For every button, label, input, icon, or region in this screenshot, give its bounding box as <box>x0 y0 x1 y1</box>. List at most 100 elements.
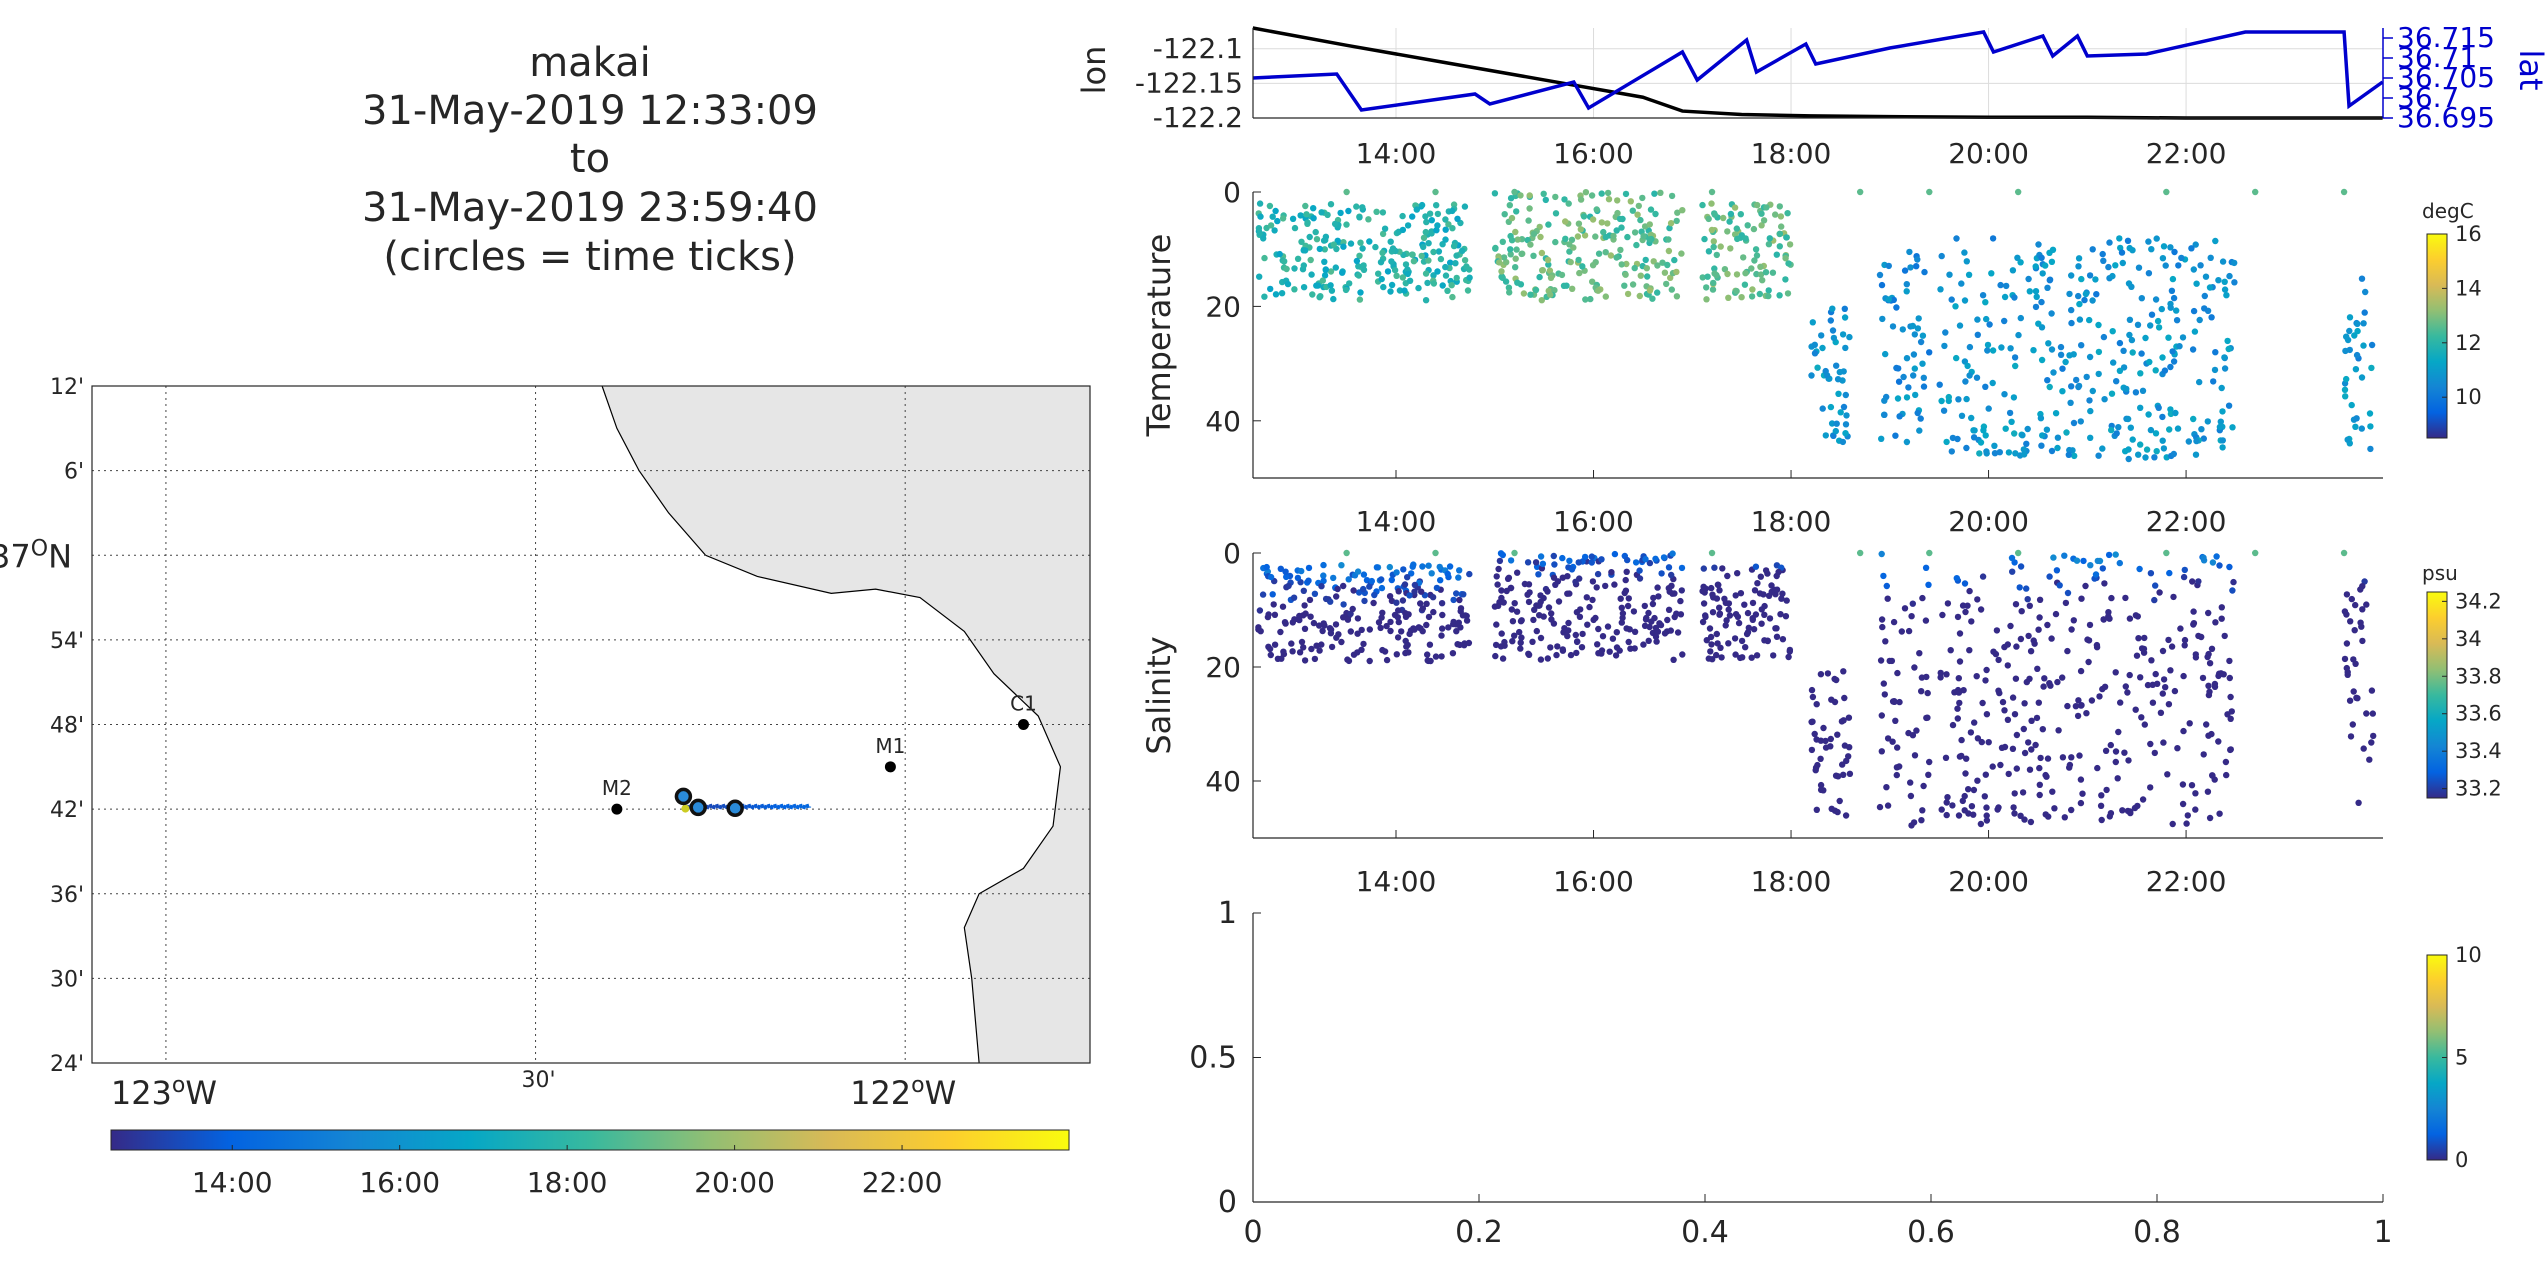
data-point <box>2113 430 2120 437</box>
data-point <box>1594 641 1601 648</box>
data-point <box>1783 597 1790 604</box>
data-point <box>1535 571 1542 578</box>
data-point <box>2081 296 2088 304</box>
data-point <box>2003 282 2010 290</box>
data-point <box>1435 248 1443 255</box>
data-point <box>1518 634 1525 641</box>
data-point <box>1460 591 1467 598</box>
data-point <box>1716 604 1723 611</box>
data-point <box>1678 587 1686 594</box>
colorbar-tick-label: 0 <box>2455 1148 2468 1172</box>
data-point <box>1426 641 1434 648</box>
data-point <box>2218 604 2225 611</box>
data-point <box>2341 655 2349 663</box>
data-point <box>1936 381 1943 388</box>
data-point <box>1846 744 1853 751</box>
data-point <box>1548 610 1555 617</box>
map-frame <box>91 385 1091 1064</box>
data-point <box>2127 424 2134 431</box>
data-point <box>2033 293 2040 300</box>
data-point <box>2046 277 2053 284</box>
data-point <box>1630 608 1638 615</box>
y-tick-label: 0 <box>1218 1185 1237 1220</box>
data-point <box>1973 374 1981 381</box>
data-point <box>1432 549 1439 557</box>
data-point <box>2115 728 2122 736</box>
data-point <box>1778 223 1785 230</box>
data-point <box>1553 651 1560 659</box>
track-segment <box>760 803 765 809</box>
data-point <box>1915 315 1922 322</box>
data-point <box>1748 265 1755 272</box>
data-point <box>1373 208 1380 215</box>
data-point <box>2116 235 2123 242</box>
data-point <box>1566 241 1573 248</box>
track-segment <box>753 803 759 809</box>
data-point <box>1634 211 1641 218</box>
colorbar-title: degC <box>2422 199 2474 223</box>
data-point <box>1889 738 1896 745</box>
data-point <box>1330 574 1337 582</box>
data-point <box>2121 749 2128 756</box>
data-point <box>1813 701 1820 708</box>
data-point <box>1393 599 1400 606</box>
data-point <box>2001 707 2008 714</box>
data-point <box>1920 782 1927 790</box>
data-point <box>2353 694 2360 701</box>
data-point <box>1878 550 1885 558</box>
data-point <box>1365 216 1372 223</box>
data-point <box>2124 415 2132 423</box>
data-point <box>1773 586 1781 593</box>
data-point <box>2221 365 2229 372</box>
y-tick-label: 0 <box>1223 537 1241 570</box>
data-point <box>2016 584 2023 591</box>
data-point <box>1326 625 1334 632</box>
data-point <box>1894 744 1901 751</box>
data-point <box>1580 213 1588 220</box>
data-point <box>1960 687 1967 694</box>
data-point <box>2160 445 2168 452</box>
data-point <box>1720 214 1727 222</box>
data-point <box>2061 552 2068 559</box>
data-point <box>2186 720 2193 727</box>
data-point <box>1417 600 1424 607</box>
data-point <box>1911 664 1918 671</box>
data-point <box>1499 655 1507 662</box>
data-point <box>2089 297 2096 304</box>
colorbar-tick-label: 34 <box>2455 627 2482 651</box>
data-point <box>1595 250 1603 257</box>
data-point <box>1449 225 1456 232</box>
data-point <box>1384 268 1392 275</box>
data-point <box>2079 790 2086 797</box>
data-point <box>1744 222 1751 229</box>
data-point <box>1830 334 1838 342</box>
data-point <box>2138 295 2145 302</box>
data-point <box>2117 699 2124 706</box>
data-point <box>2216 423 2224 431</box>
data-point <box>2011 790 2018 797</box>
data-point <box>1464 287 1472 294</box>
data-point <box>1338 638 1345 646</box>
data-point <box>1699 274 1706 281</box>
data-point <box>2109 272 2116 280</box>
data-point <box>2128 336 2136 344</box>
data-point <box>2036 791 2043 799</box>
data-point <box>2223 292 2230 299</box>
data-point <box>1725 606 1732 613</box>
data-point <box>1409 213 1416 220</box>
data-point <box>2107 741 2114 749</box>
data-point <box>1814 364 1821 371</box>
data-point <box>1943 438 1950 446</box>
data-point <box>2061 814 2068 821</box>
data-point <box>1354 630 1361 637</box>
data-point <box>1838 718 1846 725</box>
data-point <box>1977 606 1985 613</box>
colorbar-tick-label: 33.6 <box>2455 702 2502 726</box>
data-point <box>2042 262 2049 269</box>
data-point <box>1732 651 1739 658</box>
data-point <box>1453 590 1460 597</box>
data-point <box>1726 218 1733 225</box>
data-point <box>1889 698 1897 705</box>
data-point <box>1829 327 1837 334</box>
x-tick-label: 0.2 <box>1455 1215 1503 1250</box>
